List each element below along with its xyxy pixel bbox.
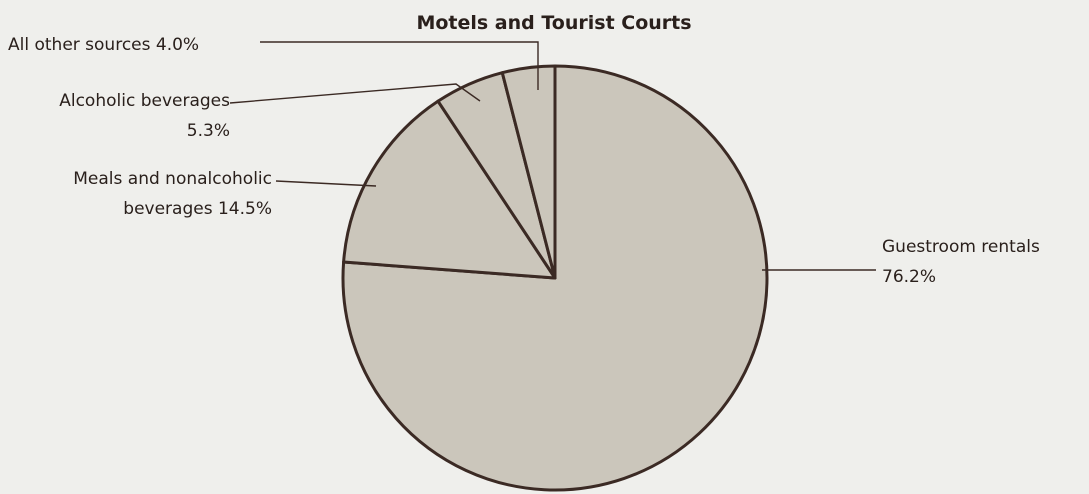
label-alcohol: Alcoholic beverages 5.3% bbox=[4, 86, 230, 146]
pie-slice bbox=[500, 64, 557, 280]
value-label: 4.0% bbox=[155, 35, 200, 55]
chart-title: Motels and Tourist Courts bbox=[416, 12, 691, 34]
leader-line bbox=[275, 180, 377, 187]
value-label: 5.3% bbox=[186, 121, 230, 141]
category-label: Alcoholic beverages bbox=[59, 91, 230, 111]
pie-slice bbox=[341, 64, 769, 492]
category-label: All other sources bbox=[8, 35, 151, 55]
pie-slice bbox=[342, 99, 557, 280]
category-label: Meals and nonalcoholic beverages bbox=[73, 169, 272, 219]
category-label: Guestroom rentals bbox=[882, 237, 1040, 257]
leader-line bbox=[260, 41, 539, 90]
label-other: All other sources 4.0% bbox=[8, 30, 199, 60]
value-label: 14.5% bbox=[217, 199, 272, 219]
leader-line bbox=[229, 83, 481, 104]
value-label: 76.2% bbox=[882, 267, 937, 287]
label-guestroom: Guestroom rentals 76.2% bbox=[882, 232, 1040, 292]
label-meals: Meals and nonalcoholic beverages 14.5% bbox=[4, 164, 272, 224]
